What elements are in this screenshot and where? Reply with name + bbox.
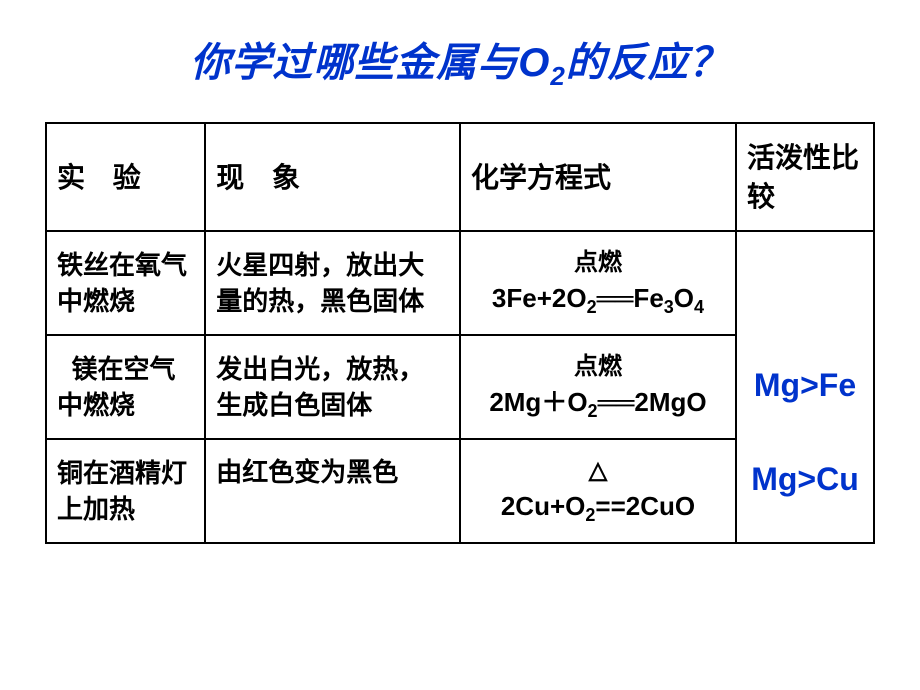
table-header-row: 实 验 现 象 化学方程式 活泼性比较	[46, 123, 874, 231]
title-post: 的反应？	[566, 41, 730, 85]
reaction-table: 实 验 现 象 化学方程式 活泼性比较 铁丝在氧气中燃烧 火星四射，放出大量的热…	[45, 122, 875, 544]
cell-phenomenon: 火星四射，放出大量的热，黑色固体	[205, 231, 460, 335]
equation-condition: △	[471, 454, 725, 488]
activity-line-2: Mg>Cu	[747, 457, 863, 502]
cell-equation: 点燃 3Fe+2O2══Fe3O4	[460, 231, 736, 335]
col-header-experiment: 实 验	[46, 123, 205, 231]
activity-line-1: Mg>Fe	[747, 363, 863, 408]
col-header-equation: 化学方程式	[460, 123, 736, 231]
cell-equation: △ 2Cu+O2==2CuO	[460, 439, 736, 543]
cell-equation: 点燃 2Mg＋O2══2MgO	[460, 335, 736, 439]
cell-activity: Mg>Fe Mg>Cu	[736, 231, 874, 543]
equation-formula: 2Mg＋O2══2MgO	[471, 384, 725, 424]
equation-formula: 2Cu+O2==2CuO	[471, 488, 725, 528]
equation-condition: 点燃	[471, 350, 725, 384]
cell-phenomenon: 由红色变为黑色	[205, 439, 460, 543]
table-row: 铁丝在氧气中燃烧 火星四射，放出大量的热，黑色固体 点燃 3Fe+2O2══Fe…	[46, 231, 874, 335]
title-pre: 你学过哪些金属与O	[190, 41, 550, 85]
cell-experiment: 铜在酒精灯上加热	[46, 439, 205, 543]
page-title: 你学过哪些金属与O2的反应？	[45, 30, 875, 92]
title-sub: 2	[550, 61, 565, 91]
cell-phenomenon: 发出白光，放热，生成白色固体	[205, 335, 460, 439]
col-header-activity: 活泼性比较	[736, 123, 874, 231]
cell-experiment: 镁在空气中燃烧	[46, 335, 205, 439]
equation-condition: 点燃	[471, 246, 725, 280]
equation-formula: 3Fe+2O2══Fe3O4	[471, 280, 725, 320]
col-header-phenomenon: 现 象	[205, 123, 460, 231]
cell-experiment: 铁丝在氧气中燃烧	[46, 231, 205, 335]
